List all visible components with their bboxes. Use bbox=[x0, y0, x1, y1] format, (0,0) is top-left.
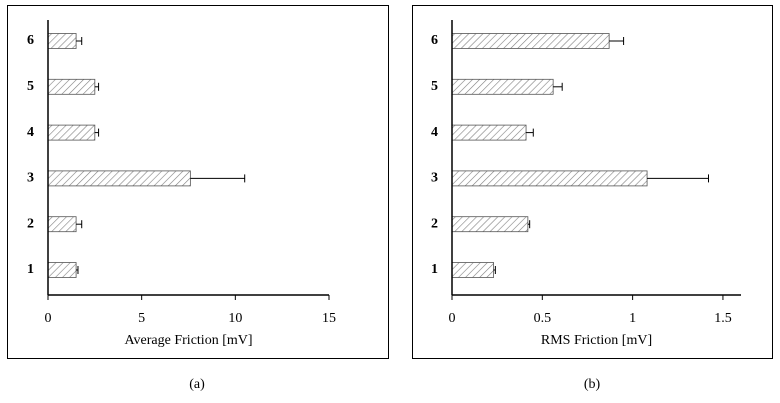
panel-frame bbox=[7, 5, 389, 359]
y-tick-label: 6 bbox=[431, 33, 438, 48]
y-tick-label: 2 bbox=[27, 216, 34, 231]
bar bbox=[451, 33, 610, 49]
x-tick-label: 15 bbox=[322, 311, 336, 326]
bar bbox=[47, 262, 77, 278]
y-tick-label: 1 bbox=[431, 262, 438, 277]
bar bbox=[47, 33, 77, 49]
x-tick-label: 5 bbox=[138, 311, 145, 326]
bar bbox=[451, 170, 648, 187]
x-tick-label: 10 bbox=[228, 311, 242, 326]
x-axis-label: RMS Friction [mV] bbox=[541, 333, 652, 348]
bar bbox=[451, 262, 494, 278]
x-tick-label: 1.5 bbox=[714, 311, 732, 326]
panel-frame bbox=[412, 5, 773, 359]
y-tick-label: 6 bbox=[27, 33, 34, 48]
x-tick-label: 0 bbox=[45, 311, 52, 326]
x-tick-label: 0.5 bbox=[534, 311, 552, 326]
x-tick-label: 0 bbox=[449, 311, 456, 326]
bar bbox=[451, 124, 527, 141]
y-tick-label: 5 bbox=[431, 79, 438, 94]
x-tick-label: 1 bbox=[629, 311, 636, 326]
y-tick-label: 2 bbox=[431, 216, 438, 231]
y-tick-label: 5 bbox=[27, 79, 34, 94]
y-tick-label: 4 bbox=[431, 125, 438, 140]
bar bbox=[47, 124, 96, 141]
y-tick-label: 4 bbox=[27, 125, 34, 140]
x-axis-label: Average Friction [mV] bbox=[124, 333, 252, 348]
bar bbox=[47, 216, 77, 233]
bar bbox=[451, 78, 554, 95]
bar bbox=[451, 216, 529, 233]
panel-caption: (a) bbox=[189, 377, 205, 392]
y-tick-label: 1 bbox=[27, 262, 34, 277]
bar bbox=[47, 78, 96, 95]
y-tick-label: 3 bbox=[431, 171, 438, 186]
y-tick-label: 3 bbox=[27, 171, 34, 186]
panel-caption: (b) bbox=[584, 377, 601, 392]
bar bbox=[47, 170, 191, 187]
